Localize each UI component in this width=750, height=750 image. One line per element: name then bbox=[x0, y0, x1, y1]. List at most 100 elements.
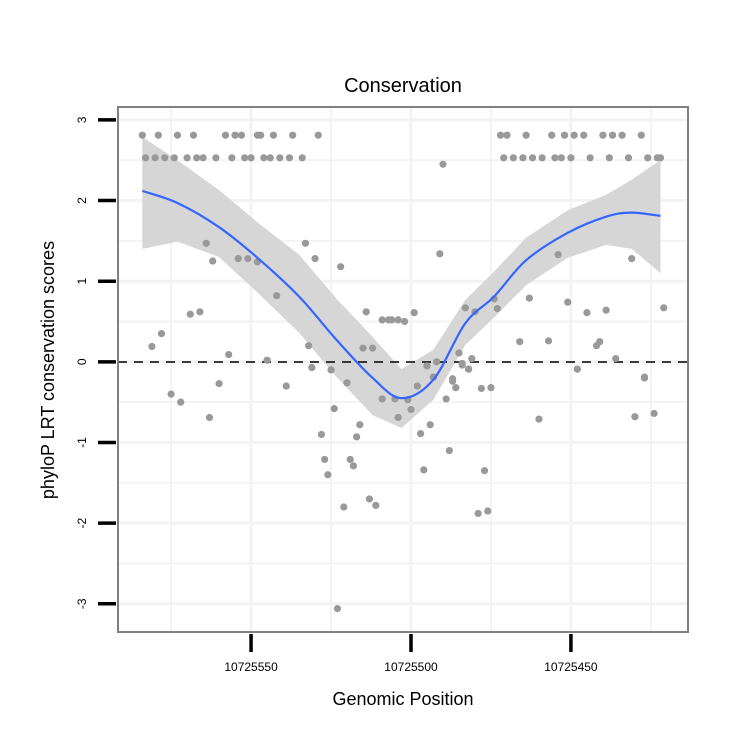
data-point bbox=[333, 605, 342, 613]
y-tick-label: -2 bbox=[75, 517, 89, 528]
data-point bbox=[346, 455, 354, 464]
data-point bbox=[209, 257, 217, 265]
data-point bbox=[141, 154, 150, 162]
smooth-line-layer bbox=[141, 189, 661, 400]
data-point bbox=[359, 344, 367, 352]
data-point bbox=[474, 509, 482, 518]
data-point bbox=[452, 384, 460, 392]
data-point bbox=[394, 316, 402, 324]
data-point bbox=[353, 433, 361, 441]
data-point bbox=[337, 263, 345, 271]
data-point bbox=[173, 131, 182, 139]
data-point bbox=[199, 154, 207, 162]
data-point bbox=[343, 379, 351, 387]
data-point bbox=[544, 337, 553, 345]
data-point bbox=[298, 154, 306, 162]
data-point bbox=[225, 350, 233, 359]
data-point bbox=[189, 131, 198, 139]
data-point bbox=[416, 430, 425, 438]
data-point bbox=[586, 154, 594, 162]
data-point bbox=[522, 131, 530, 139]
data-point bbox=[602, 306, 610, 314]
data-point bbox=[340, 503, 348, 511]
data-point bbox=[548, 131, 556, 139]
data-point bbox=[161, 154, 169, 162]
y-axis: 3 2 1 0 -1 -2 -3 bbox=[75, 116, 116, 609]
data-point bbox=[484, 507, 492, 515]
data-point bbox=[215, 380, 223, 388]
data-point bbox=[285, 154, 294, 162]
data-point bbox=[247, 154, 255, 162]
panel-border bbox=[117, 106, 689, 633]
data-point bbox=[241, 154, 249, 162]
data-point bbox=[400, 317, 409, 326]
x-tick-label: 10725450 bbox=[544, 660, 598, 674]
data-point bbox=[282, 382, 290, 390]
data-point bbox=[573, 365, 581, 373]
data-point bbox=[311, 255, 319, 263]
data-point bbox=[349, 462, 358, 470]
confidence-band bbox=[142, 136, 661, 428]
data-point bbox=[157, 330, 166, 338]
data-point bbox=[244, 255, 252, 263]
data-point bbox=[151, 154, 159, 162]
data-point bbox=[551, 154, 559, 162]
data-point bbox=[372, 501, 380, 509]
data-point bbox=[528, 154, 537, 162]
data-point bbox=[263, 356, 271, 364]
data-point bbox=[637, 131, 645, 139]
data-point bbox=[257, 131, 265, 139]
data-point bbox=[439, 160, 447, 168]
data-point bbox=[362, 308, 370, 316]
data-point bbox=[464, 365, 473, 373]
data-point bbox=[196, 308, 204, 316]
data-point bbox=[388, 316, 396, 324]
data-point bbox=[535, 415, 543, 423]
data-point bbox=[503, 131, 511, 139]
data-point bbox=[612, 355, 620, 363]
data-point bbox=[445, 446, 453, 455]
y-tick-label: -1 bbox=[75, 437, 89, 448]
data-point bbox=[426, 421, 434, 429]
confidence-band-layer bbox=[142, 136, 661, 428]
data-point bbox=[480, 467, 489, 475]
data-point bbox=[487, 384, 495, 392]
data-point bbox=[148, 342, 156, 351]
data-point bbox=[378, 395, 386, 403]
data-point bbox=[260, 154, 268, 162]
data-point bbox=[564, 298, 572, 306]
data-point bbox=[228, 154, 236, 162]
data-point bbox=[624, 154, 633, 162]
x-axis-title: Genomic Position bbox=[332, 689, 473, 709]
data-point bbox=[167, 390, 175, 398]
data-point bbox=[183, 154, 191, 162]
y-tick-label: -3 bbox=[75, 598, 89, 609]
data-point bbox=[455, 349, 463, 357]
y-axis-title: phyloP LRT conservation scores bbox=[38, 241, 58, 499]
data-point bbox=[567, 154, 575, 162]
x-tick-label: 10725550 bbox=[224, 660, 278, 674]
data-point bbox=[461, 304, 469, 312]
data-point bbox=[538, 154, 546, 162]
data-point bbox=[608, 131, 617, 139]
data-point bbox=[321, 455, 329, 464]
data-point bbox=[605, 154, 613, 162]
x-tick-label: 10725500 bbox=[384, 660, 438, 674]
data-point bbox=[525, 294, 533, 302]
data-point bbox=[177, 398, 185, 406]
x-axis: 10725550 10725500 10725450 bbox=[224, 634, 598, 674]
data-point bbox=[138, 131, 146, 139]
data-point bbox=[369, 344, 377, 352]
data-point bbox=[269, 131, 278, 139]
data-point bbox=[317, 430, 326, 439]
data-point bbox=[237, 131, 246, 139]
data-point bbox=[170, 154, 178, 162]
data-point bbox=[432, 358, 441, 366]
data-point bbox=[308, 363, 316, 372]
data-point bbox=[378, 316, 386, 324]
data-point bbox=[273, 292, 281, 300]
data-point bbox=[324, 471, 332, 479]
data-point bbox=[644, 154, 652, 162]
data-point bbox=[205, 413, 214, 422]
points-layer bbox=[138, 131, 668, 613]
